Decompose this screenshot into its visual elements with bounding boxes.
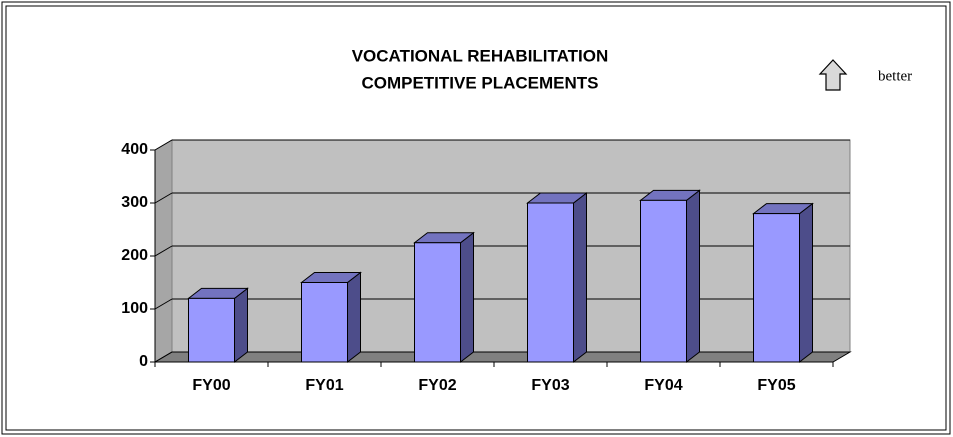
- grid-line: [154, 351, 173, 363]
- x-tick-label: FY03: [531, 377, 569, 394]
- up-arrow-icon: [818, 59, 848, 91]
- x-tick-label: FY04: [644, 377, 682, 394]
- y-tick-label: 400: [121, 141, 148, 158]
- y-tick-label: 200: [121, 247, 148, 264]
- x-tick-label: FY01: [305, 377, 343, 394]
- x-tick-label: FY05: [757, 377, 795, 394]
- x-tick-label: FY00: [192, 377, 230, 394]
- bar-side: [799, 202, 813, 364]
- bar: [753, 213, 800, 363]
- grid-line: [154, 245, 173, 257]
- chart-title: COMPETITIVE PLACEMENTS: [361, 73, 598, 92]
- bar: [527, 202, 574, 363]
- bar: [414, 242, 461, 363]
- y-tick-label: 100: [121, 300, 148, 317]
- bar-side: [347, 271, 361, 364]
- x-tick-label: FY02: [418, 377, 456, 394]
- bar: [640, 199, 687, 363]
- bar: [301, 282, 348, 363]
- bar: [188, 297, 235, 363]
- grid-line: [154, 192, 173, 204]
- bar-side: [234, 287, 248, 364]
- inner-frame: [5, 5, 947, 431]
- y-tick-label: 300: [121, 194, 148, 211]
- chart-title: VOCATIONAL REHABILITATION: [352, 46, 609, 65]
- bar-side: [686, 189, 700, 364]
- bar-side: [460, 231, 474, 364]
- bar-side: [573, 191, 587, 364]
- floor: [153, 351, 852, 363]
- annotation: better: [878, 68, 912, 84]
- y-tick-label: 0: [139, 353, 148, 370]
- grid-line: [154, 139, 173, 151]
- grid-line: [154, 298, 173, 310]
